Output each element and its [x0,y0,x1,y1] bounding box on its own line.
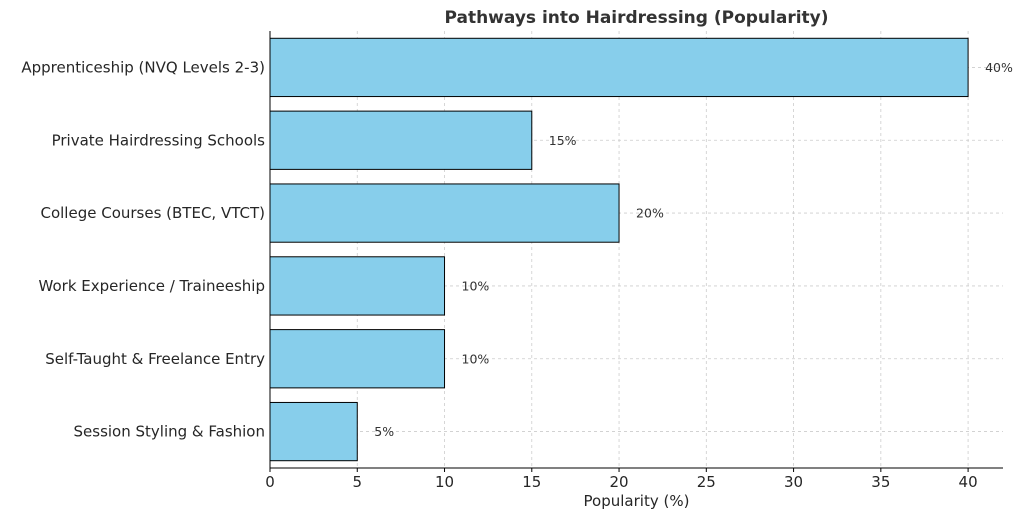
bar-value-label: 10% [462,351,490,366]
category-label: Apprenticeship (NVQ Levels 2-3) [21,58,265,76]
x-tick-label: 10 [435,473,454,491]
bar-value-label: 20% [636,206,664,221]
x-tick-label: 20 [610,473,629,491]
x-tick-label: 15 [522,473,541,491]
chart-title: Pathways into Hairdressing (Popularity) [444,8,828,28]
x-tick-label: 0 [265,473,275,491]
x-axis-ticks: 0 5 10 15 20 25 30 35 40 [265,468,978,491]
x-tick-label: 35 [871,473,890,491]
x-tick-label: 25 [697,473,716,491]
bar-value-label: 15% [549,133,577,148]
category-label: Private Hairdressing Schools [52,131,266,149]
x-tick-label: 5 [352,473,362,491]
category-label: Self-Taught & Freelance Entry [45,350,265,368]
x-axis-label: Popularity (%) [584,492,690,510]
bar [269,183,620,243]
bar [269,110,533,170]
bar [269,401,358,462]
value-labels: 40% 15% 20% 10% 10% 5% [374,60,1013,439]
bar-value-label: 10% [462,278,490,293]
bar [269,329,446,389]
category-label: Session Styling & Fashion [74,423,266,441]
category-label: College Courses (BTEC, VTCT) [40,204,265,222]
x-tick-label: 40 [959,473,978,491]
bar [269,256,446,316]
bars [269,37,969,462]
bar [269,37,969,98]
category-labels: Apprenticeship (NVQ Levels 2-3) Private H… [21,58,265,440]
x-tick-label: 30 [784,473,803,491]
bar-value-label: 40% [985,60,1013,75]
category-label: Work Experience / Traineeship [39,277,265,295]
bar-value-label: 5% [374,424,394,439]
